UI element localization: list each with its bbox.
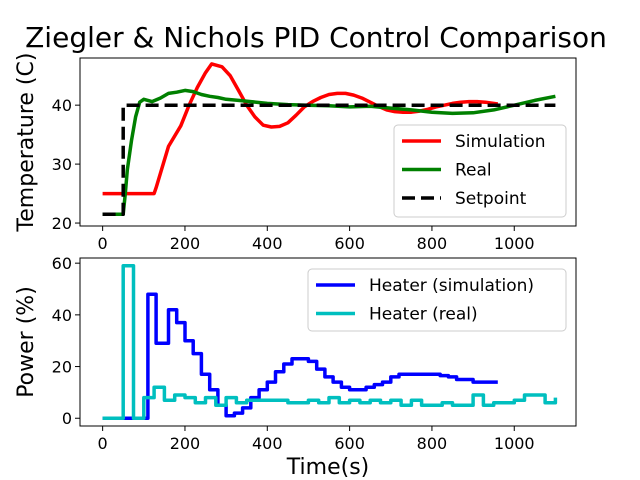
y-axis-label-power: Power (%) (14, 286, 39, 398)
y-tick-label: 60 (52, 254, 72, 273)
x-axis-label-time: Time(s) (286, 455, 369, 480)
x-tick-label: 1000 (494, 234, 535, 253)
y-tick-label: 40 (52, 306, 72, 325)
x-tick-label: 600 (334, 434, 365, 453)
x-tick-label: 0 (98, 434, 108, 453)
legend-box (307, 268, 567, 332)
axes-temperature: 0 200 400 600 800 1000 20 30 40 Temperature (C)… (14, 53, 577, 253)
legend-box (393, 124, 567, 218)
x-tick-label: 400 (252, 234, 283, 253)
axes-power: 0 200 400 600 800 1000 0 20 40 60 Power (%) Time… (14, 254, 577, 480)
legend-label-real: Real (455, 161, 492, 181)
chart-title: Ziegler & Nichols PID Control Comparison (25, 21, 607, 54)
legend-label-setpoint: Setpoint (455, 189, 527, 209)
y-tick-label: 20 (52, 214, 72, 233)
legend-label-heater-real: Heater (real) (369, 305, 478, 325)
legend-label-heater-simulation: Heater (simulation) (369, 276, 534, 296)
x-tick-label: 0 (98, 234, 108, 253)
x-tick-label: 200 (170, 434, 201, 453)
x-tick-label: 400 (252, 434, 283, 453)
x-tick-label: 200 (170, 234, 201, 253)
series-line-heater-real (102, 264, 558, 420)
y-tick-label: 20 (52, 358, 72, 377)
x-tick-label: 800 (417, 434, 448, 453)
legend-label-simulation: Simulation (455, 132, 546, 152)
x-tick-label: 600 (334, 234, 365, 253)
x-tick-label: 1000 (494, 434, 535, 453)
y-tick-label: 40 (52, 96, 72, 115)
series-line-heater-simulation (102, 292, 498, 420)
y-tick-label: 30 (52, 155, 72, 174)
x-tick-label: 800 (417, 234, 448, 253)
y-tick-label: 0 (62, 409, 72, 428)
legend-temperature: Simulation Real Setpoint (393, 124, 567, 218)
series-line-setpoint (102, 103, 556, 216)
legend-power: Heater (simulation) Heater (real) (307, 268, 567, 332)
y-axis-label-temperature: Temperature (C) (14, 53, 39, 233)
